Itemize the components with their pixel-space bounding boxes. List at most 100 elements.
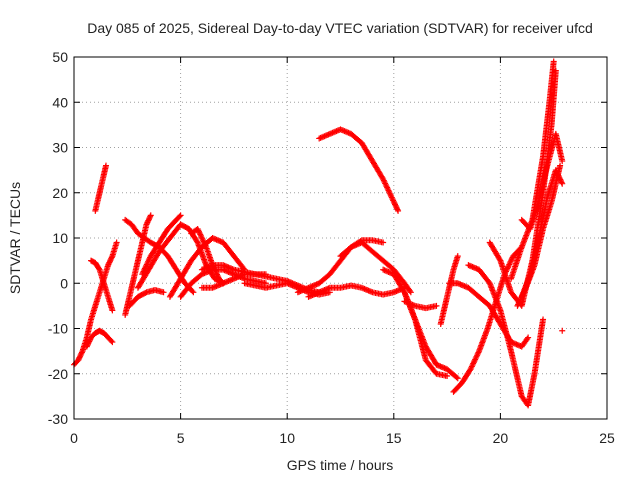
x-tick-label: 25 <box>599 430 615 446</box>
series-track-19 <box>337 237 387 260</box>
data-point <box>453 374 460 381</box>
data-point <box>521 287 528 294</box>
data-point <box>475 349 482 356</box>
data-point <box>517 295 524 302</box>
series-track-22 <box>401 289 451 380</box>
y-tick-label: 10 <box>52 230 68 246</box>
data-point <box>473 353 480 360</box>
data-point <box>199 237 206 244</box>
data-point <box>143 261 150 268</box>
data-point <box>506 261 513 268</box>
data-point <box>357 238 364 245</box>
data-point <box>198 234 205 241</box>
x-tick-label: 5 <box>177 430 185 446</box>
data-point <box>557 162 564 169</box>
data-point <box>407 289 414 296</box>
data-point <box>197 231 204 238</box>
data-point <box>190 289 197 296</box>
series-track-03 <box>83 327 116 350</box>
data-point <box>143 262 150 269</box>
data-point <box>147 213 154 220</box>
data-point <box>108 254 115 261</box>
data-point <box>472 356 479 363</box>
data-point <box>193 238 200 245</box>
data-point <box>395 207 402 214</box>
data-point <box>444 373 451 380</box>
y-tick-label: -20 <box>48 366 68 382</box>
data-point <box>214 271 221 278</box>
data-point <box>140 268 147 275</box>
chart-title: Day 085 of 2025, Sidereal Day-to-day VTE… <box>87 20 593 36</box>
data-point <box>521 288 528 295</box>
y-axis-label: SDTVAR / TECUs <box>7 182 23 294</box>
x-tick-label: 15 <box>386 430 402 446</box>
y-tick-label: 40 <box>52 94 68 110</box>
series-track-32 <box>559 327 566 334</box>
series-track-04 <box>92 162 109 214</box>
axis-ticks <box>73 56 608 420</box>
data-point <box>406 288 413 295</box>
data-point <box>504 264 511 271</box>
series-track-16 <box>294 239 414 296</box>
data-point <box>141 267 148 274</box>
data-point <box>214 273 221 280</box>
data-point <box>212 267 219 274</box>
data-point <box>559 158 566 165</box>
series-track-01 <box>71 239 120 368</box>
data-point <box>147 212 154 219</box>
y-tick-label: -10 <box>48 321 68 337</box>
data-point <box>508 257 515 264</box>
data-point <box>145 258 152 265</box>
data-point <box>525 334 532 341</box>
data-point <box>109 307 116 314</box>
data-point <box>95 265 102 272</box>
data-point <box>139 269 146 276</box>
data-point <box>471 357 478 364</box>
data-point <box>144 260 151 267</box>
series-track-29 <box>518 130 566 232</box>
data-point <box>522 286 529 293</box>
y-tick-label: 20 <box>52 185 68 201</box>
data-point <box>468 363 475 370</box>
data-point <box>558 179 565 186</box>
data-point <box>520 290 527 297</box>
series-track-26 <box>465 262 547 409</box>
data-point <box>201 239 208 246</box>
data-point <box>202 242 209 249</box>
y-tick-label: 0 <box>60 275 68 291</box>
data-point <box>177 212 184 219</box>
data-point <box>108 337 115 344</box>
y-tick-label: 50 <box>52 49 68 65</box>
x-tick-label: 20 <box>493 430 509 446</box>
data-point <box>102 162 109 169</box>
data-point <box>176 213 183 220</box>
data-point <box>200 238 207 245</box>
data-point <box>508 255 515 262</box>
data-point <box>550 58 557 65</box>
y-tick-label: -30 <box>48 411 68 427</box>
data-point <box>212 268 219 275</box>
series-track-18 <box>316 126 402 214</box>
data-point <box>400 288 407 295</box>
data-point <box>199 235 206 242</box>
data-point <box>145 257 152 264</box>
data-point <box>540 316 547 323</box>
data-point <box>141 265 148 272</box>
data-point <box>496 256 503 263</box>
data-point <box>454 253 461 260</box>
series-track-05 <box>122 212 154 318</box>
series-track-24 <box>437 253 461 327</box>
series-track-02 <box>88 257 116 314</box>
data-point <box>468 364 475 371</box>
data-point <box>470 360 477 367</box>
y-tick-labels: -30 -20 -10 0 10 20 30 40 50 <box>48 49 68 427</box>
data-point <box>113 239 120 246</box>
data-point <box>517 297 524 304</box>
data-point <box>519 291 526 298</box>
data-point <box>195 228 202 235</box>
data-point <box>515 300 522 307</box>
data-point <box>506 260 513 267</box>
data-point <box>146 255 153 262</box>
data-point <box>474 350 481 357</box>
data-point <box>518 294 525 301</box>
